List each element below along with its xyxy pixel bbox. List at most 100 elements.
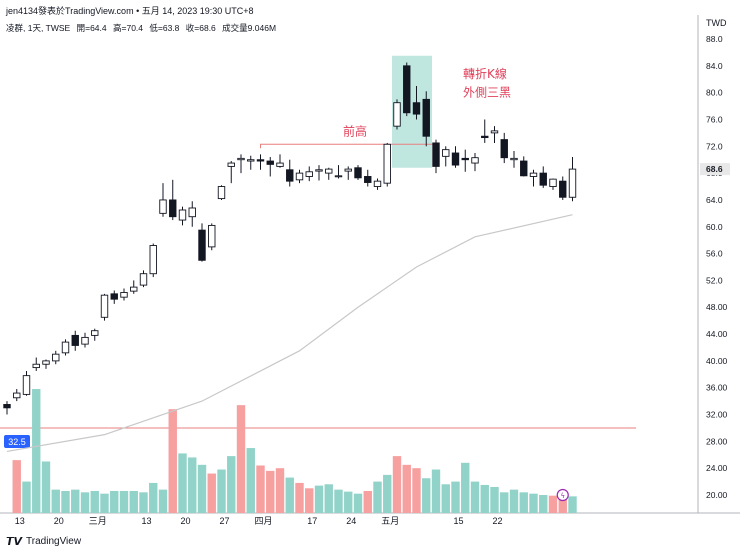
symbol-name[interactable]: 凌群, 1天, TWSE — [6, 23, 71, 33]
candle-body — [159, 199, 167, 214]
y-tick-label: 28.00 — [706, 436, 728, 446]
candle-body — [520, 160, 528, 177]
volume-bar — [392, 456, 402, 513]
candle-body — [481, 135, 489, 139]
candle-body — [3, 404, 11, 409]
candle-body — [91, 330, 99, 336]
candle-body — [61, 341, 70, 354]
x-tick-label: 三月 — [89, 516, 107, 526]
volume-bar — [383, 474, 392, 513]
volume-bar — [529, 493, 538, 513]
volume-bar — [558, 495, 567, 513]
candle-body — [510, 157, 518, 161]
y-tick-label: 36.00 — [706, 383, 728, 393]
volume-bar — [275, 468, 285, 513]
candle-body — [208, 224, 216, 248]
candle-body — [227, 162, 235, 167]
candle-body — [490, 130, 499, 134]
candle-body — [256, 159, 265, 162]
volume-bar — [119, 490, 129, 513]
candle-body — [305, 171, 313, 177]
volume-bar — [197, 464, 207, 513]
candle-body — [412, 102, 421, 115]
candle-body — [266, 160, 274, 165]
candle-body — [354, 167, 362, 179]
volume-bar — [217, 469, 226, 513]
volume-bar — [305, 488, 314, 513]
volume-bar — [324, 484, 333, 513]
moving-average-line — [6, 214, 573, 453]
volume-bar — [519, 492, 528, 513]
volume-bar — [509, 489, 519, 513]
y-tick-label: 48.00 — [706, 302, 728, 312]
candle-body — [149, 245, 157, 275]
candle-body — [276, 162, 284, 167]
high-value: 高=70.4 — [113, 23, 144, 33]
volume-bar — [149, 482, 158, 513]
x-tick-label: 20 — [54, 516, 64, 526]
volume-bar — [441, 484, 450, 513]
candle-body — [539, 172, 547, 186]
volume-bar — [129, 490, 138, 513]
x-tick-label: 13 — [15, 516, 25, 526]
volume-bar — [373, 481, 382, 513]
annotation-outside-three-black: 外側三黑 — [463, 86, 511, 100]
y-tick-label: 40.00 — [706, 356, 728, 366]
x-tick-label: 四月 — [254, 516, 272, 526]
volume-bar — [451, 481, 460, 513]
candle-body — [364, 176, 372, 183]
volume-bar — [568, 496, 577, 513]
volume-value: 成交量9.046M — [222, 23, 277, 33]
tradingview-logo-icon: 𝙏𝙑 — [6, 536, 23, 548]
volume-bar — [470, 481, 480, 513]
previous-high-line — [260, 143, 436, 149]
candle-body — [549, 178, 557, 187]
volume-bar — [51, 489, 60, 513]
volume-bar — [256, 465, 265, 513]
candle-body — [373, 180, 382, 187]
x-tick-label: 27 — [219, 516, 229, 526]
candle-body — [442, 149, 450, 157]
close-value: 收=68.6 — [185, 23, 216, 33]
candle-body — [42, 360, 50, 365]
candle-body — [52, 353, 60, 362]
candle-body — [22, 375, 31, 395]
y-tick-label: 64.0 — [706, 195, 723, 205]
y-tick-label: 84.0 — [706, 61, 723, 71]
volume-bar — [32, 389, 41, 513]
candle-body — [286, 169, 294, 182]
candle-body — [403, 65, 411, 114]
volume-bar — [207, 473, 216, 513]
volume-bar — [236, 405, 246, 513]
volume-bar — [41, 461, 51, 513]
candle-body — [188, 207, 196, 218]
candle-body — [451, 152, 460, 166]
volume-bar — [158, 489, 168, 513]
candle-body — [315, 169, 323, 172]
candle-body — [393, 102, 401, 127]
attribution-text: jen4134發表於TradingView.com • 五月 14, 2023 … — [6, 6, 254, 16]
candle-body — [81, 336, 89, 345]
currency-label: TWD — [706, 18, 727, 28]
candle-body — [139, 273, 148, 286]
reference-line-label: 32.5 — [8, 437, 26, 447]
open-value: 開=64.4 — [76, 23, 107, 33]
volume-bar — [188, 457, 197, 513]
candle-body — [13, 392, 21, 399]
annotation-reversal-candle: 轉折K線 — [463, 66, 507, 81]
volume-bar — [431, 469, 441, 513]
volume-bar — [334, 489, 343, 513]
reference-line-badge — [4, 434, 30, 448]
symbol-info: 凌群, 1天, TWSE 開=64.4 高=70.4 低=63.8 收=68.6… — [6, 22, 280, 34]
y-tick-label: 88.0 — [706, 34, 723, 44]
y-tick-label: 24.00 — [706, 463, 728, 473]
x-tick-label: 20 — [180, 516, 190, 526]
x-tick-label: 五月 — [381, 516, 399, 526]
candle-body — [559, 180, 567, 198]
volume-bar — [227, 456, 236, 513]
volume-bar — [168, 409, 177, 513]
volume-bar — [490, 486, 499, 513]
last-price-label: 68.6 — [706, 164, 723, 174]
candle-body — [344, 168, 352, 172]
